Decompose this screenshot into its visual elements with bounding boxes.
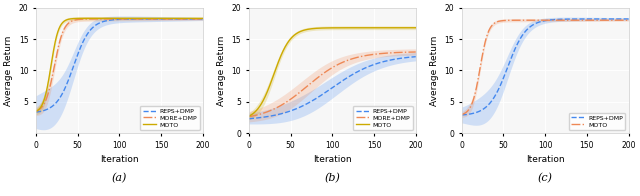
MORE+DMP [152,18,160,20]
X-axis label: Iteration: Iteration [313,155,351,164]
MORE+DMP [137,18,145,20]
MOTO [152,17,160,20]
REPS+DMP [245,118,253,120]
MORE+DMP [365,54,373,56]
MOTO [350,27,358,29]
MOTO [412,27,420,29]
REPS+DMP [458,114,465,116]
MOTO [625,19,632,21]
Y-axis label: Average Return: Average Return [217,35,226,106]
MORE+DMP [86,18,94,20]
MOTO [366,27,374,29]
Line: REPS+DMP: REPS+DMP [461,19,628,115]
MOTO [458,113,465,116]
MOTO [300,29,307,32]
MOTO [579,19,586,21]
Line: MORE+DMP: MORE+DMP [36,19,203,111]
REPS+DMP [137,18,145,20]
MORE+DMP [199,18,207,20]
X-axis label: Iteration: Iteration [100,155,139,164]
MORE+DMP [366,54,374,56]
MORE+DMP [52,56,60,59]
Y-axis label: Average Return: Average Return [4,35,13,106]
REPS+DMP [300,104,307,107]
MORE+DMP [412,51,420,53]
Legend: REPS+DMP, MOTO: REPS+DMP, MOTO [569,113,625,130]
MOTO [478,57,486,59]
X-axis label: Iteration: Iteration [526,155,564,164]
MOTO [245,115,253,117]
REPS+DMP [98,21,106,23]
MORE+DMP [154,18,161,20]
MOTO [52,37,60,39]
MOTO [199,17,207,20]
REPS+DMP [365,65,373,67]
Y-axis label: Average Return: Average Return [430,35,439,106]
Text: (b): (b) [324,173,340,184]
MORE+DMP [311,79,319,81]
MOTO [86,17,94,20]
MOTO [32,110,40,113]
MOTO [524,19,532,21]
REPS+DMP [152,18,160,20]
REPS+DMP [32,111,40,113]
Line: MORE+DMP: MORE+DMP [249,52,416,117]
REPS+DMP [52,102,60,104]
REPS+DMP [366,65,374,67]
MOTO [563,19,570,21]
Text: (a): (a) [112,173,127,184]
MOTO [512,19,520,21]
REPS+DMP [563,18,570,20]
MORE+DMP [32,110,40,113]
REPS+DMP [412,55,420,58]
REPS+DMP [154,18,161,20]
REPS+DMP [625,18,632,20]
Line: REPS+DMP: REPS+DMP [249,57,416,119]
REPS+DMP [265,115,273,118]
Line: REPS+DMP: REPS+DMP [36,19,203,112]
Legend: REPS+DMP, MORE+DMP, MOTO: REPS+DMP, MORE+DMP, MOTO [353,106,413,130]
MORE+DMP [350,57,358,59]
MOTO [311,27,319,30]
Line: MOTO: MOTO [461,20,628,114]
MOTO [265,86,273,89]
REPS+DMP [478,109,486,111]
Text: (c): (c) [538,173,553,184]
MORE+DMP [265,110,273,112]
REPS+DMP [311,98,319,100]
MOTO [98,17,106,20]
MOTO [154,17,161,20]
MOTO [137,17,145,20]
MORE+DMP [245,115,253,118]
MORE+DMP [300,88,307,91]
REPS+DMP [579,18,587,20]
Legend: REPS+DMP, MORE+DMP, MOTO: REPS+DMP, MORE+DMP, MOTO [140,106,200,130]
REPS+DMP [512,45,520,48]
MOTO [579,19,587,21]
MOTO [187,17,195,20]
REPS+DMP [579,18,586,20]
Line: MOTO: MOTO [249,28,416,116]
REPS+DMP [199,18,207,20]
REPS+DMP [86,29,94,31]
MORE+DMP [98,18,106,20]
REPS+DMP [524,28,532,30]
MOTO [623,19,631,21]
Line: MOTO: MOTO [36,18,203,111]
MOTO [365,27,373,29]
REPS+DMP [350,73,358,75]
